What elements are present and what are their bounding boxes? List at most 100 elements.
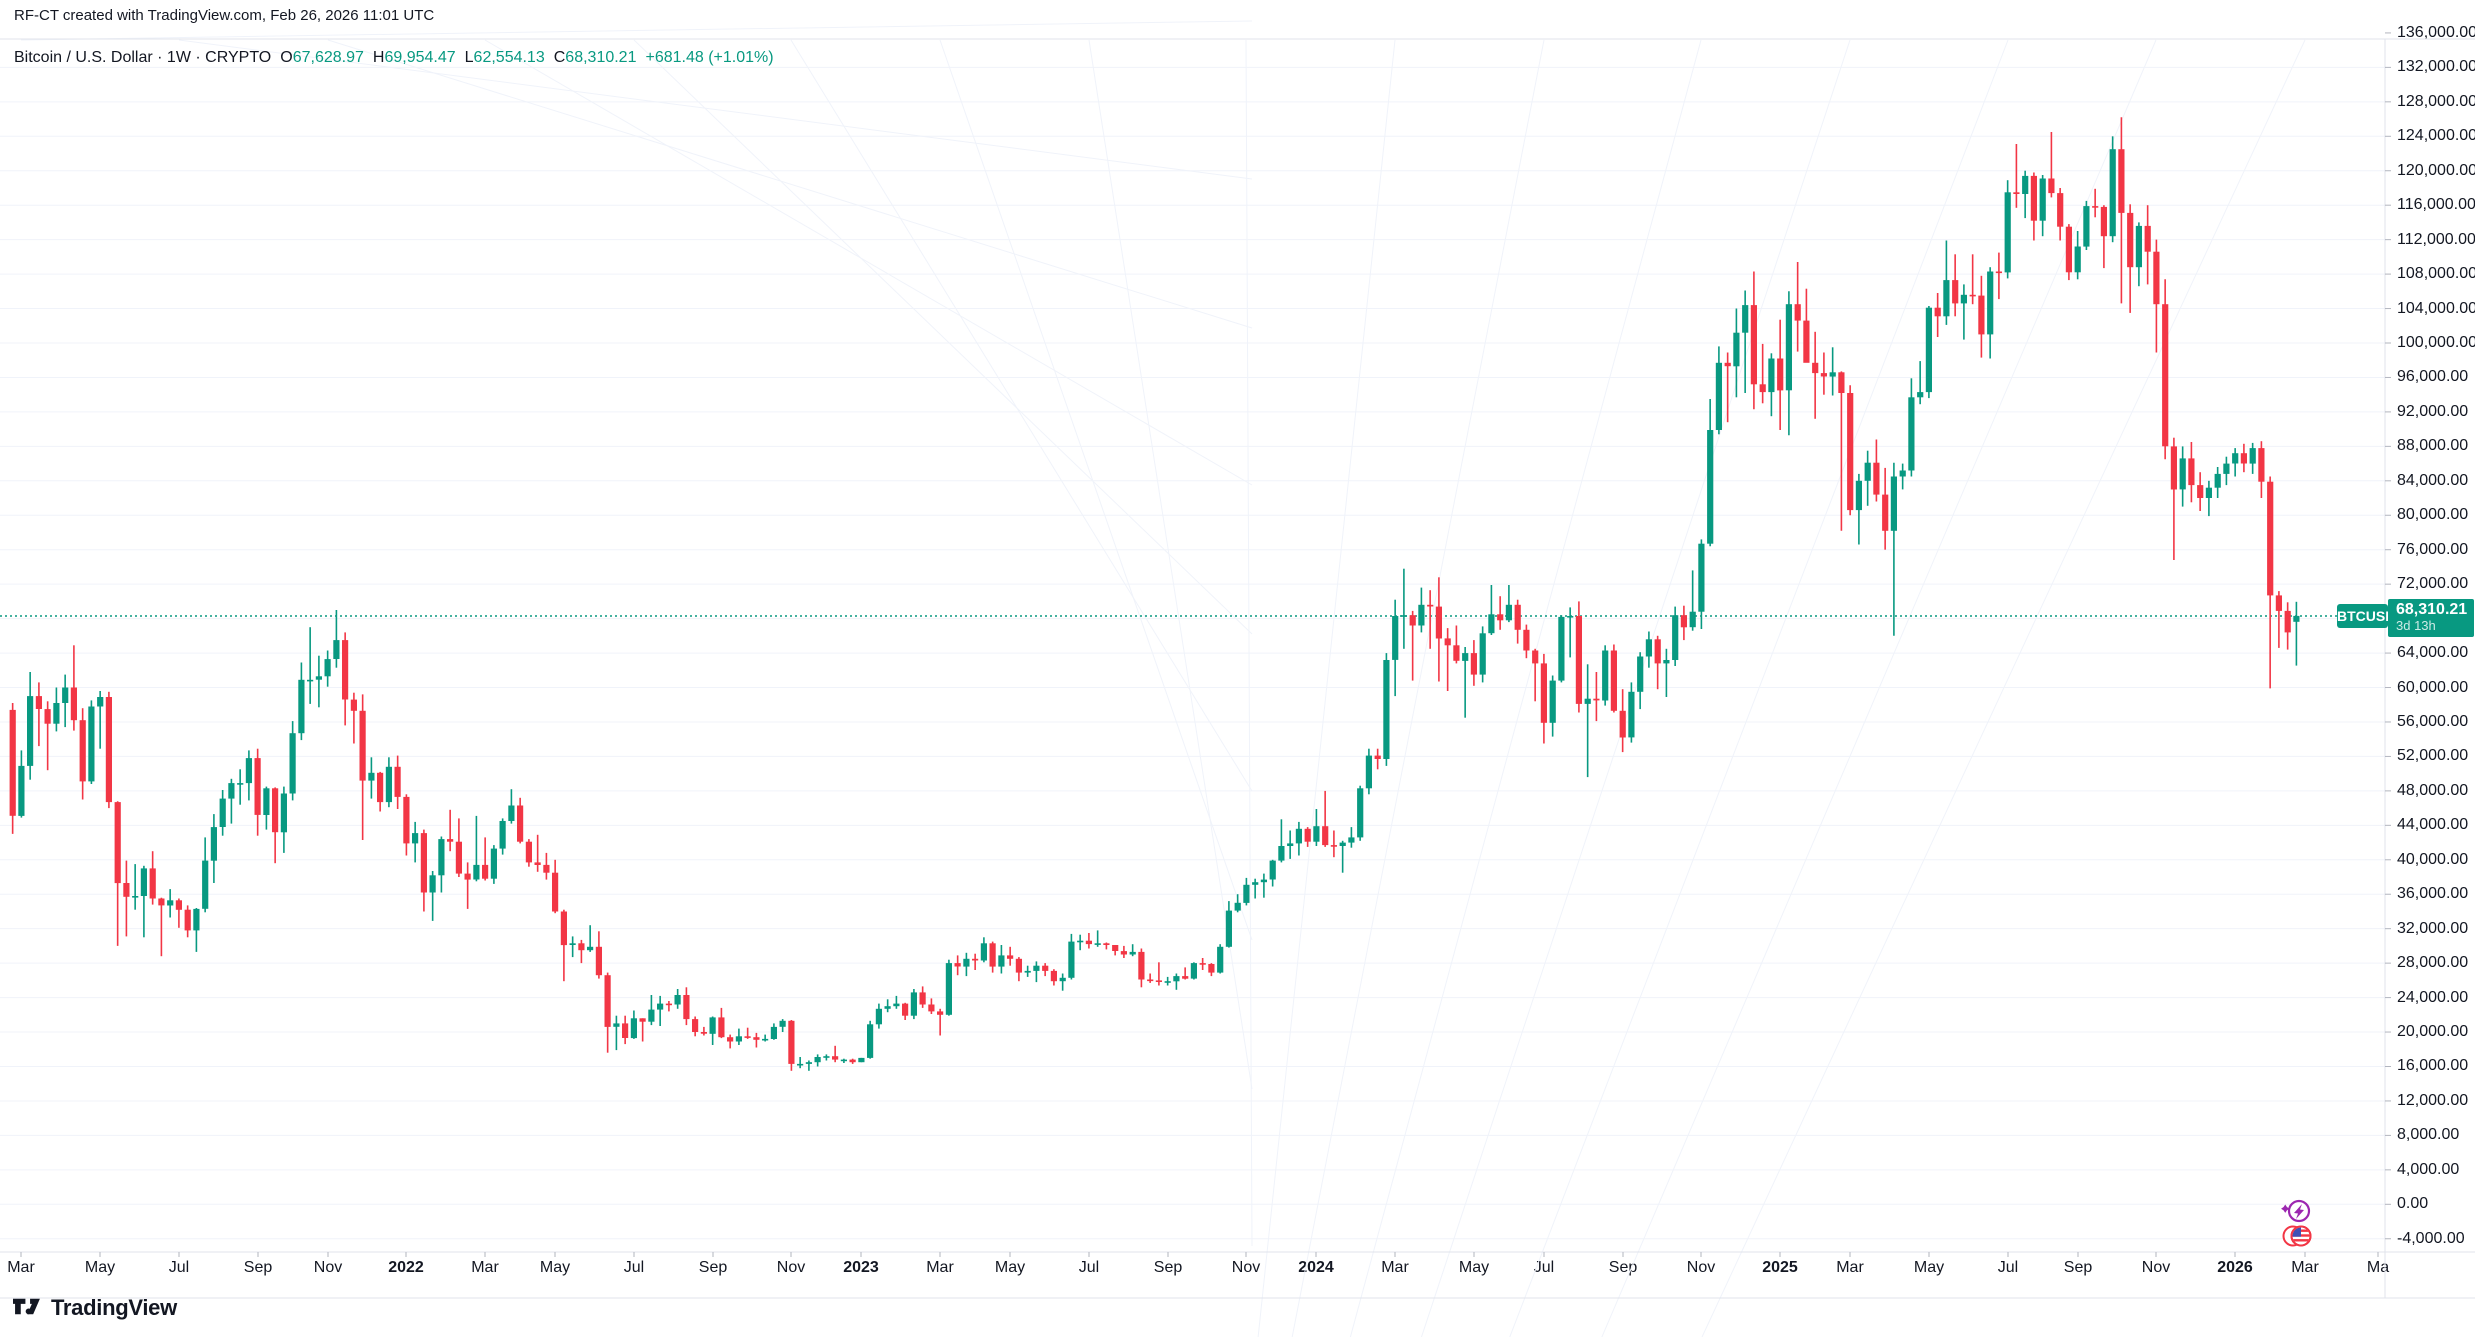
candle xyxy=(814,1054,821,1067)
candle-body xyxy=(1488,614,1495,634)
candle-body xyxy=(1225,910,1232,947)
candle-body xyxy=(79,720,86,782)
candle-body xyxy=(840,1059,847,1062)
candle-body xyxy=(1663,660,1670,664)
candle xyxy=(753,1032,760,1048)
x-axis-label: May xyxy=(1458,1259,1490,1276)
candle-body xyxy=(1707,430,1714,544)
candle xyxy=(2153,239,2160,353)
candle xyxy=(263,786,270,830)
candle xyxy=(1549,675,1556,737)
candle xyxy=(1418,587,1425,633)
tradingview-logo-icon xyxy=(13,1298,40,1315)
candle xyxy=(1514,599,1521,644)
candle xyxy=(1593,672,1600,722)
y-axis-label: 96,000.00 xyxy=(2397,368,2469,385)
candle xyxy=(709,1016,716,1045)
candle-body xyxy=(1803,320,1810,363)
candle-body xyxy=(1812,362,1819,374)
candle-body xyxy=(1838,372,1845,393)
candle xyxy=(1357,785,1364,841)
candle xyxy=(648,995,655,1026)
candle-body xyxy=(2057,193,2064,227)
candle xyxy=(1759,343,1766,404)
y-axis-label: 92,000.00 xyxy=(2397,403,2469,420)
y-axis-label: 20,000.00 xyxy=(2397,1023,2469,1040)
candle-body xyxy=(455,841,462,874)
candle-body xyxy=(1094,943,1101,945)
candle xyxy=(1864,450,1871,506)
candle-body xyxy=(1462,653,1469,661)
candle xyxy=(1724,352,1731,423)
candle-body xyxy=(980,943,987,961)
candle-body xyxy=(954,963,961,967)
candle-body xyxy=(429,875,436,893)
candle xyxy=(1987,267,1994,359)
candle xyxy=(2249,442,2256,474)
candle xyxy=(333,610,340,668)
candle xyxy=(105,691,112,809)
us-economic-event-icon[interactable] xyxy=(2282,1225,2312,1247)
candle-body xyxy=(2048,178,2055,194)
ohlc-value: 68,310.21 xyxy=(565,49,637,66)
candle xyxy=(1637,652,1644,710)
candle xyxy=(1523,624,1530,659)
candle xyxy=(560,909,567,982)
candle-body xyxy=(1357,788,1364,838)
candle-body xyxy=(158,898,165,906)
candle xyxy=(1182,967,1189,980)
candle xyxy=(875,1003,882,1029)
candle-body xyxy=(88,706,95,782)
candle xyxy=(849,1058,856,1064)
v-gridline xyxy=(178,39,1253,180)
x-axis-label: Nov xyxy=(2141,1259,2171,1276)
candle-body xyxy=(622,1023,629,1038)
candle-body xyxy=(1873,462,1880,495)
candle xyxy=(1654,635,1661,690)
x-axis-label: Jul xyxy=(1533,1259,1555,1276)
candle xyxy=(902,1002,909,1020)
symbol-legend[interactable]: Bitcoin / U.S. Dollar · 1W · CRYPTO O67,6… xyxy=(14,49,774,67)
tradingview-logo[interactable]: TradingView xyxy=(13,1295,177,1321)
candle-body xyxy=(963,958,970,967)
candle-body xyxy=(2065,226,2072,273)
candle-body xyxy=(1995,271,2002,274)
candle-body xyxy=(1374,755,1381,759)
candle xyxy=(1243,877,1250,906)
candle-body xyxy=(1418,604,1425,626)
candle-body xyxy=(438,839,445,876)
candle-body xyxy=(2267,481,2274,596)
candle xyxy=(1908,378,1915,477)
candle xyxy=(1322,790,1329,847)
candle xyxy=(1899,463,1906,490)
candle-body xyxy=(2275,595,2282,611)
candle xyxy=(893,995,900,1009)
candle-body xyxy=(394,766,401,797)
candle-body xyxy=(1138,951,1145,980)
candle xyxy=(237,769,244,805)
candle xyxy=(1803,288,1810,363)
event-icons[interactable] xyxy=(2276,1196,2322,1254)
candle-body xyxy=(359,710,366,781)
candle-body xyxy=(805,1062,812,1064)
candle xyxy=(272,787,279,864)
candle-body xyxy=(350,699,357,711)
candle-body xyxy=(630,1018,637,1039)
candle xyxy=(508,789,515,824)
candle xyxy=(412,821,419,863)
candle-body xyxy=(1409,615,1416,626)
x-axis-label: Nov xyxy=(1686,1259,1716,1276)
flash-event-icon[interactable] xyxy=(2281,1199,2311,1223)
y-axis-label: 12,000.00 xyxy=(2397,1092,2469,1109)
candle-body xyxy=(1059,977,1066,982)
candle-body xyxy=(1934,307,1941,317)
candle-body xyxy=(315,676,322,680)
candle xyxy=(62,674,69,728)
candle xyxy=(1348,827,1355,848)
candle-body xyxy=(2205,487,2212,498)
candle-body xyxy=(210,827,217,861)
y-axis-label: 44,000.00 xyxy=(2397,816,2469,833)
candle xyxy=(1427,590,1434,649)
candle xyxy=(858,1057,865,1063)
